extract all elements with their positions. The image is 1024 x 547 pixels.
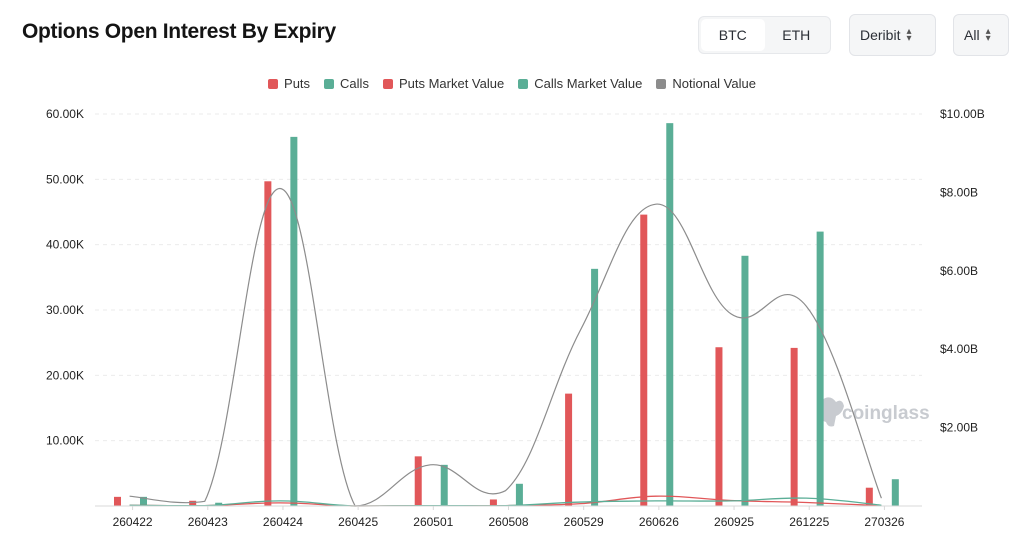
tab-btc[interactable]: BTC (701, 19, 765, 51)
legend-swatch (324, 78, 335, 89)
y-left-tick-label: 50.00K (46, 172, 84, 186)
notional-value-line (129, 187, 882, 507)
puts-bar (189, 500, 197, 506)
puts-bar (715, 347, 723, 506)
page-title: Options Open Interest By Expiry (22, 20, 336, 43)
y-left-tick-label: 40.00K (46, 238, 84, 252)
x-tick-label: 260501 (413, 515, 453, 529)
x-tick-label: 260425 (338, 515, 378, 529)
y-left-tick-label: 30.00K (46, 303, 84, 317)
x-tick-label: 260529 (564, 515, 604, 529)
y-left-tick-label: 10.00K (46, 434, 84, 448)
legend-swatch (656, 78, 667, 89)
x-tick-label: 261225 (789, 515, 829, 529)
y-right-tick-label: $10.00B (940, 107, 985, 121)
legend-label: Puts (284, 76, 311, 91)
watermark: coinglass (842, 403, 930, 424)
calls-bar (440, 464, 448, 506)
puts-bar (640, 214, 648, 506)
puts-bar (565, 393, 573, 506)
puts-bar (264, 181, 272, 506)
puts-market-value-line (129, 495, 882, 507)
calls-bar (741, 255, 749, 506)
range-select[interactable]: All ▴ ▾ (953, 14, 1009, 56)
coinglass-logo-icon (818, 397, 844, 427)
puts-bar (114, 496, 121, 506)
calls-bar (290, 136, 298, 506)
asset-toggle: BTC ETH (698, 16, 831, 54)
x-tick-label: 260424 (263, 515, 303, 529)
tab-eth[interactable]: ETH (782, 27, 811, 43)
legend-label: Calls Market Value (534, 76, 643, 91)
puts-bar (414, 456, 422, 506)
y-right-tick-label: $6.00B (940, 264, 978, 278)
up-down-chevron-icon: ▴ ▾ (985, 26, 991, 44)
y-right-tick-label: $2.00B (940, 421, 978, 435)
range-select-value: All (964, 27, 980, 43)
legend-item-puts-market-value[interactable]: Puts Market Value (382, 76, 505, 91)
calls-bar (591, 268, 599, 506)
x-tick-label: 260422 (113, 515, 153, 529)
legend-item-puts[interactable]: Puts (268, 76, 310, 91)
legend-item-calls[interactable]: Calls (324, 76, 369, 91)
y-left-tick-label: 20.00K (46, 368, 84, 382)
exchange-select[interactable]: Deribit ▴ ▾ (849, 14, 936, 56)
puts-bar (790, 347, 798, 506)
puts-bar (865, 487, 873, 506)
x-tick-label: 260925 (714, 515, 754, 529)
legend-label: Puts Market Value (398, 76, 505, 91)
calls-bar (816, 231, 824, 506)
legend-item-calls-market-value[interactable]: Calls Market Value (518, 76, 642, 91)
y-right-tick-label: $8.00B (940, 185, 978, 199)
calls-bar (891, 479, 899, 506)
up-down-chevron-icon: ▴ ▾ (906, 26, 912, 44)
legend-item-notional-value[interactable]: Notional Value (656, 76, 756, 91)
legend-label: Notional Value (672, 76, 756, 91)
legend-label: Calls (340, 76, 369, 91)
x-tick-label: 260508 (488, 515, 528, 529)
calls-bar (666, 123, 674, 506)
calls-bar (140, 496, 147, 506)
puts-bar (489, 499, 497, 506)
legend-swatch (518, 78, 529, 89)
exchange-select-value: Deribit (860, 27, 901, 43)
x-tick-label: 260626 (639, 515, 679, 529)
x-tick-label: 270326 (864, 515, 904, 529)
y-left-tick-label: 60.00K (46, 107, 84, 121)
legend-swatch (268, 78, 279, 89)
x-tick-label: 260423 (188, 515, 228, 529)
calls-bar (515, 483, 523, 506)
legend-swatch (382, 78, 393, 89)
chart-legend: Puts Calls Puts Market Value Calls Marke… (0, 76, 1024, 91)
y-right-tick-label: $4.00B (940, 342, 978, 356)
